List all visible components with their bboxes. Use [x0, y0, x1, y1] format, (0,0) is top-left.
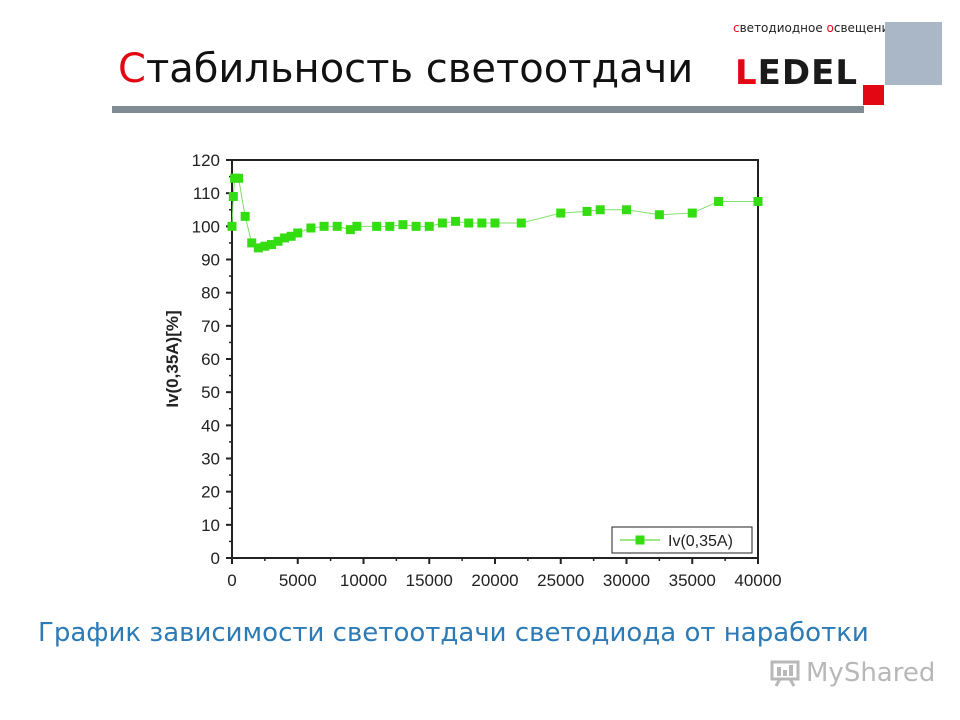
slide-title: Стабильность светоотдачи [118, 46, 693, 92]
x-tick-label: 40000 [734, 571, 781, 590]
logo-wordmark: LEDEL [735, 56, 858, 90]
data-point [266, 240, 276, 250]
series-line [231, 177, 758, 249]
x-tick-label: 15000 [406, 571, 453, 590]
y-tick-label: 90 [201, 251, 220, 270]
y-axis-label: Iv(0,35A)[%] [163, 310, 182, 407]
data-point [293, 228, 303, 238]
x-tick-label: 10000 [340, 571, 387, 590]
data-point [253, 243, 263, 253]
x-tick-label: 35000 [669, 571, 716, 590]
data-point [464, 218, 474, 228]
y-tick-label: 60 [201, 350, 220, 369]
data-point [306, 223, 316, 233]
y-tick-label: 0 [211, 549, 220, 568]
x-tick-label: 25000 [537, 571, 584, 590]
data-point [385, 221, 395, 231]
y-tick-label: 100 [192, 217, 220, 236]
data-point [437, 218, 447, 228]
y-tick-label: 70 [201, 317, 220, 336]
y-tick-label: 20 [201, 483, 220, 502]
y-tick-label: 80 [201, 284, 220, 303]
slide-title-first-letter: С [118, 46, 146, 92]
y-tick-label: 50 [201, 383, 220, 402]
legend-marker [635, 535, 645, 545]
logo-wordmark-first-letter: L [735, 53, 758, 93]
data-point [451, 216, 461, 226]
data-point [516, 218, 526, 228]
data-point [345, 225, 355, 235]
chart-caption: График зависимости светоотдачи светодиод… [38, 618, 869, 648]
data-point [247, 238, 257, 248]
data-point [332, 221, 342, 231]
data-point [240, 211, 250, 221]
y-tick-label: 120 [192, 151, 220, 170]
data-point [280, 233, 290, 243]
legend-label: Iv(0,35A) [668, 533, 733, 550]
logo-wordmark-rest: EDEL [757, 53, 859, 93]
watermark: MyShared [770, 658, 935, 688]
data-point [260, 241, 270, 251]
data-point [582, 206, 592, 216]
data-point [753, 196, 763, 206]
data-point [398, 220, 408, 230]
data-point [714, 196, 724, 206]
data-point [654, 210, 664, 220]
data-point [286, 231, 296, 241]
board-icon [770, 660, 800, 687]
logo-tagline: светодиодное освещение [733, 21, 897, 35]
x-tick-label: 0 [227, 571, 236, 590]
y-tick-label: 110 [193, 184, 220, 203]
title-underline [112, 106, 864, 113]
data-point [687, 208, 697, 218]
y-tick-label: 30 [201, 450, 220, 469]
data-point [556, 208, 566, 218]
data-point [595, 205, 605, 215]
data-point [227, 221, 237, 231]
logo-red-square [863, 85, 884, 105]
y-tick-label: 10 [201, 516, 220, 535]
data-point [234, 173, 244, 183]
data-point [477, 218, 487, 228]
data-point [319, 221, 329, 231]
data-point [273, 236, 283, 246]
x-tick-label: 20000 [471, 571, 518, 590]
data-point [372, 221, 382, 231]
slide-title-rest: табильность светоотдачи [145, 46, 694, 92]
data-point [424, 221, 434, 231]
data-point [622, 205, 631, 215]
x-tick-label: 30000 [603, 571, 650, 590]
data-point [411, 221, 421, 231]
data-point [228, 191, 238, 201]
light-output-chart: 0 10 20 30 40 50 60 70 80 90 100 110 120 0 5000 10000 15… [163, 151, 782, 590]
y-tick-label: 40 [201, 416, 220, 435]
data-point [352, 221, 362, 231]
data-point [490, 218, 500, 228]
x-tick-label: 5000 [279, 571, 317, 590]
watermark-text: MyShared [806, 658, 936, 688]
logo-grey-square [885, 22, 942, 85]
